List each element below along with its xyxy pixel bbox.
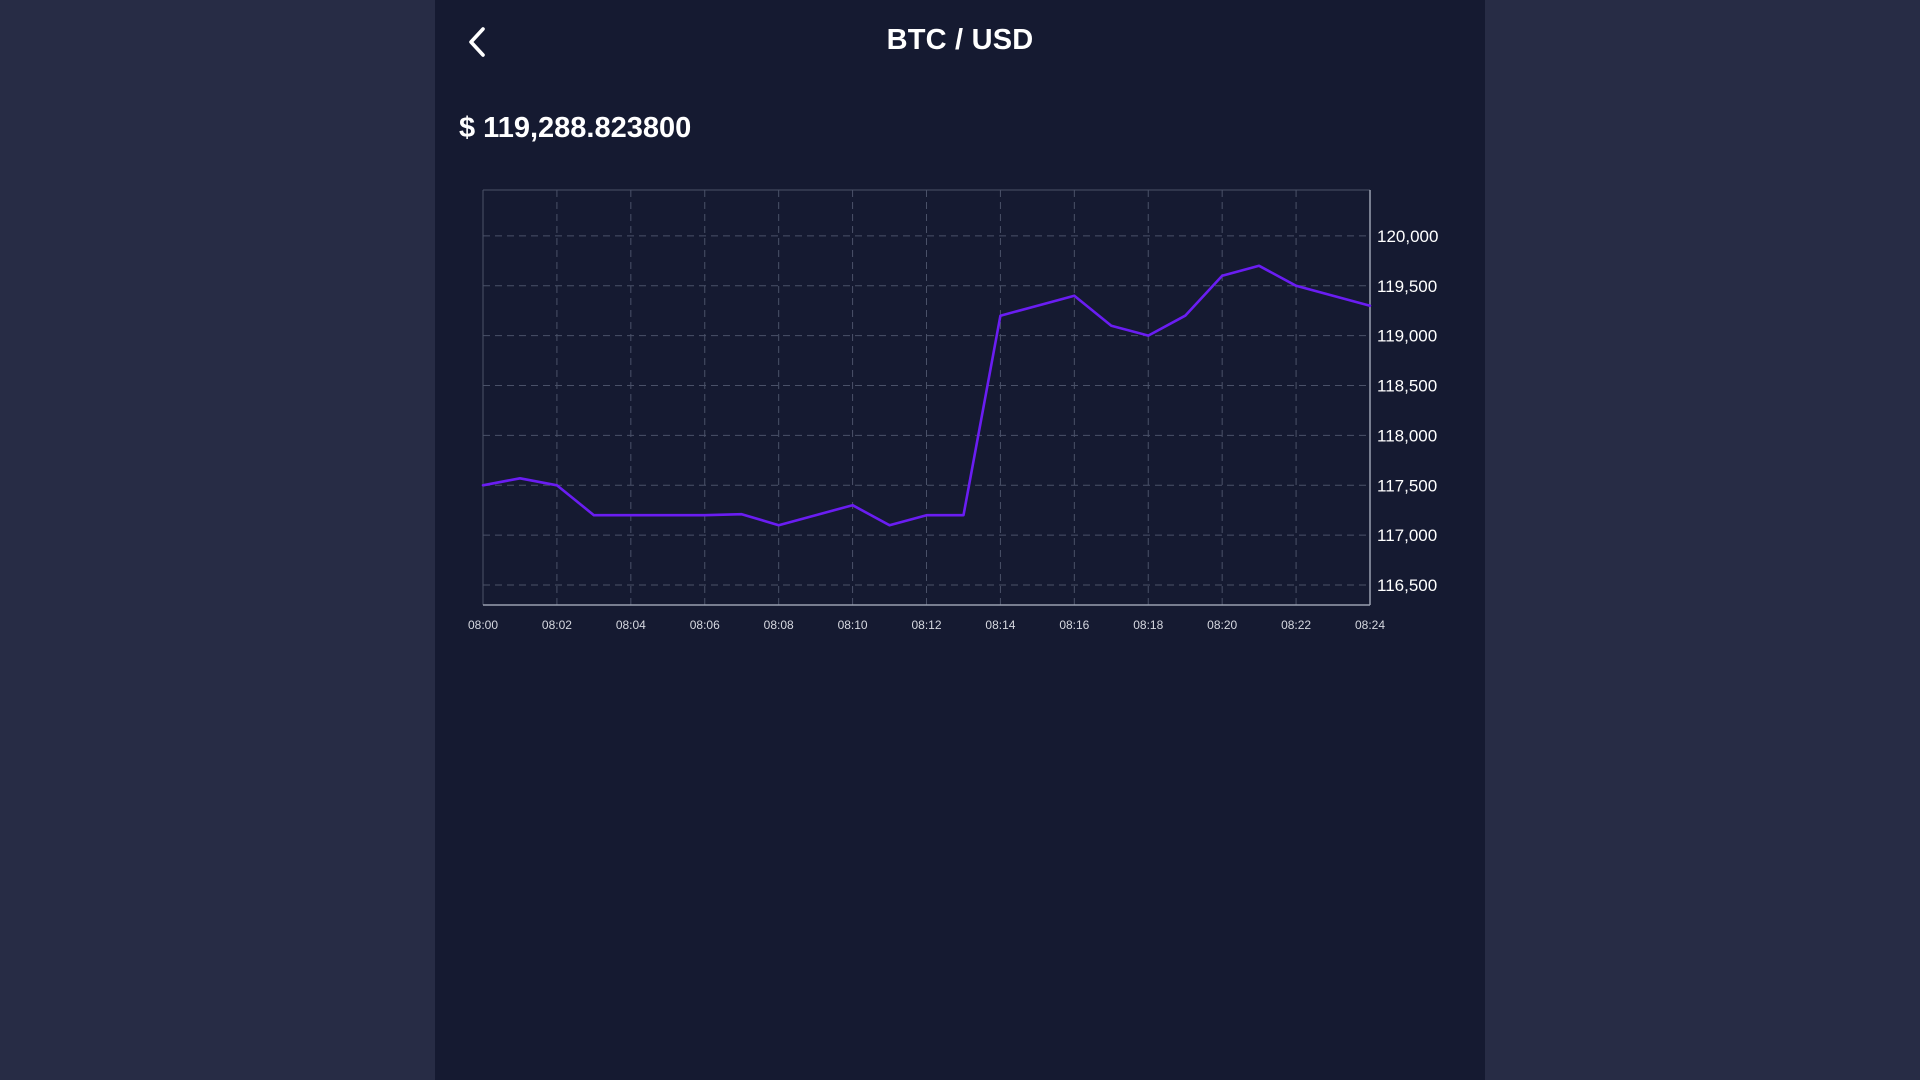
y-tick-label: 119,000 [1377, 327, 1437, 346]
y-tick-label: 116,500 [1377, 576, 1437, 595]
y-tick-label: 118,500 [1377, 377, 1437, 396]
x-tick-label: 08:18 [1133, 618, 1163, 632]
x-axis-ticks: 08:00 08:02 08:04 08:06 08:08 08:10 08:12 08:14… [468, 618, 1385, 632]
x-tick-label: 08:22 [1281, 618, 1311, 632]
page-title: BTC / USD [886, 24, 1034, 56]
chart-axes [482, 189, 1371, 606]
price-series-line [481, 264, 1372, 527]
back-button[interactable] [457, 22, 497, 62]
x-tick-label: 08:10 [838, 618, 868, 632]
app-panel: BTC / USD $ 119,288.823800 08:00 08:02 08:… [435, 0, 1485, 1080]
price-chart: 08:00 08:02 08:04 08:06 08:08 08:10 08:12 08:14… [468, 189, 1438, 632]
current-price: $ 119,288.823800 [459, 112, 692, 144]
chart-grid [483, 190, 1370, 605]
y-tick-label: 117,500 [1377, 476, 1437, 495]
x-tick-label: 08:08 [764, 618, 794, 632]
y-tick-label: 120,000 [1377, 227, 1438, 246]
y-tick-label: 119,500 [1377, 277, 1437, 296]
x-tick-label: 08:20 [1207, 618, 1237, 632]
x-tick-label: 08:16 [1059, 618, 1089, 632]
x-tick-label: 08:06 [690, 618, 720, 632]
y-tick-label: 118,000 [1377, 426, 1437, 445]
header: BTC / USD [435, 0, 1485, 84]
x-tick-label: 08:00 [468, 618, 498, 632]
x-tick-label: 08:12 [911, 618, 941, 632]
x-tick-label: 08:04 [616, 618, 646, 632]
y-tick-label: 117,000 [1377, 526, 1437, 545]
y-axis-ticks: 116,500 117,000 117,500 118,000 118,500 119,0… [1377, 227, 1438, 595]
x-tick-label: 08:14 [985, 618, 1015, 632]
x-tick-label: 08:02 [542, 618, 572, 632]
chevron-left-icon [469, 27, 485, 57]
x-tick-label: 08:24 [1355, 618, 1385, 632]
chart-series [481, 264, 1372, 527]
